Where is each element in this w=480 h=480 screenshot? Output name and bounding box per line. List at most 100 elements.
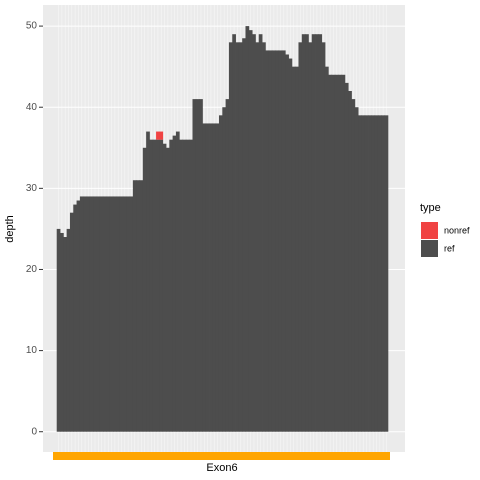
bar	[348, 90, 352, 432]
bar	[262, 42, 266, 432]
bar	[73, 204, 77, 432]
bar	[129, 196, 134, 432]
bar	[202, 123, 207, 432]
legend-label: nonref	[444, 225, 470, 235]
y-tick-label: 0	[31, 426, 37, 437]
bar	[291, 66, 296, 432]
bar	[159, 131, 164, 140]
bar	[189, 139, 193, 432]
bar	[122, 196, 127, 432]
bar	[225, 99, 230, 432]
bar	[139, 180, 144, 432]
bar	[331, 74, 336, 432]
bar	[209, 123, 213, 432]
y-axis-label: depth	[4, 215, 16, 243]
bar	[377, 115, 382, 432]
bar	[126, 196, 130, 432]
bar	[159, 139, 164, 432]
y-tick-label: 10	[26, 345, 38, 356]
bar	[285, 54, 289, 432]
bar	[182, 139, 187, 432]
x-axis-label: Exon6	[206, 462, 237, 474]
bar	[275, 50, 280, 432]
bar	[242, 38, 246, 432]
bar	[258, 34, 263, 432]
bar	[96, 196, 101, 432]
legend-label: ref	[444, 243, 455, 253]
bar	[185, 139, 190, 432]
bar	[136, 180, 140, 432]
bar	[106, 196, 111, 432]
legend-title: type	[420, 202, 441, 214]
bar	[66, 228, 71, 432]
bar	[374, 115, 379, 432]
bar	[113, 196, 117, 432]
bar	[354, 107, 359, 432]
bar	[175, 131, 180, 432]
bar	[358, 115, 362, 432]
bar	[195, 99, 200, 432]
bar	[301, 34, 306, 432]
bar	[384, 115, 389, 432]
bar	[295, 66, 299, 432]
y-tick-label: 40	[26, 102, 38, 113]
bar	[235, 42, 240, 432]
bar	[99, 196, 104, 432]
bar	[288, 58, 293, 432]
bar	[324, 66, 329, 432]
bar	[212, 123, 217, 432]
bar	[179, 139, 183, 432]
bar	[228, 42, 233, 432]
bar	[119, 196, 124, 432]
bar	[338, 74, 342, 432]
bar	[298, 42, 303, 432]
bar	[255, 42, 260, 432]
bar	[341, 74, 346, 432]
bar	[265, 50, 270, 432]
bar	[156, 139, 160, 432]
bar	[86, 196, 91, 432]
bar	[315, 34, 319, 432]
bar	[328, 74, 333, 432]
bar	[132, 180, 137, 432]
bar	[166, 147, 170, 432]
y-tick-label: 20	[26, 264, 38, 275]
bar	[60, 232, 64, 432]
bar	[69, 212, 74, 432]
legend-key	[421, 240, 438, 257]
bar	[205, 123, 210, 432]
bar	[344, 82, 349, 432]
bar	[238, 42, 243, 432]
bar	[252, 34, 256, 432]
bar	[281, 50, 286, 432]
bar	[109, 196, 114, 432]
bar	[245, 26, 250, 432]
bar	[116, 196, 121, 432]
bar	[192, 99, 197, 432]
bar	[271, 50, 276, 432]
bar	[334, 74, 339, 432]
bar	[381, 115, 385, 432]
bar	[169, 139, 174, 432]
bar	[232, 34, 236, 432]
bar	[361, 115, 366, 432]
bar	[278, 50, 283, 432]
bar	[222, 107, 227, 432]
exon-bar	[53, 452, 390, 460]
bar	[364, 115, 369, 432]
bar	[268, 50, 273, 432]
bar	[311, 34, 316, 432]
bar	[152, 139, 157, 432]
legend-key	[421, 222, 438, 239]
bar	[351, 99, 356, 432]
bar	[321, 42, 326, 432]
bar	[305, 34, 309, 432]
bar	[79, 196, 84, 432]
bar	[63, 237, 68, 432]
bar	[83, 196, 87, 432]
bar	[172, 135, 177, 432]
bar	[248, 30, 253, 432]
bar	[162, 143, 167, 432]
bar	[218, 115, 223, 432]
